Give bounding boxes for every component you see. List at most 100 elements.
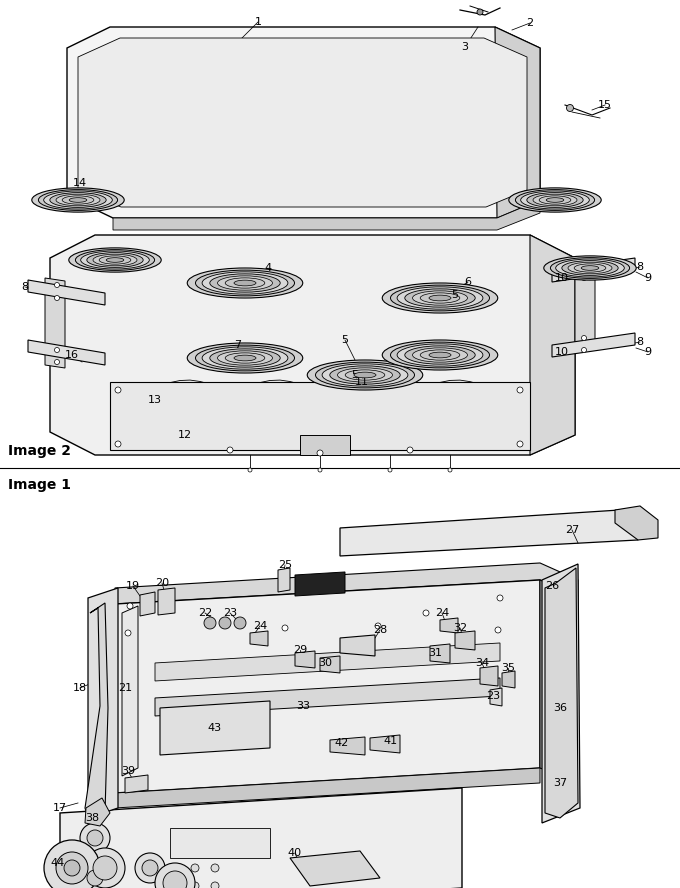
Circle shape <box>85 848 125 888</box>
Ellipse shape <box>390 342 490 368</box>
Polygon shape <box>552 258 635 282</box>
Circle shape <box>163 871 187 888</box>
Ellipse shape <box>337 368 392 382</box>
Circle shape <box>497 595 503 601</box>
Polygon shape <box>115 563 578 604</box>
Text: 7: 7 <box>235 340 241 350</box>
Circle shape <box>423 610 429 616</box>
Text: 32: 32 <box>453 623 467 633</box>
Ellipse shape <box>420 350 460 361</box>
Polygon shape <box>340 635 375 656</box>
Ellipse shape <box>397 344 483 366</box>
Text: 20: 20 <box>155 578 169 588</box>
Text: 25: 25 <box>278 560 292 570</box>
Polygon shape <box>495 27 540 218</box>
Circle shape <box>87 870 103 886</box>
Polygon shape <box>140 592 155 616</box>
Polygon shape <box>67 27 540 218</box>
Polygon shape <box>320 656 340 673</box>
Text: 31: 31 <box>428 648 442 658</box>
Polygon shape <box>552 333 635 357</box>
Circle shape <box>54 347 60 353</box>
Ellipse shape <box>93 254 137 266</box>
Ellipse shape <box>106 258 124 262</box>
Ellipse shape <box>413 348 468 362</box>
Circle shape <box>581 275 586 281</box>
Text: 5: 5 <box>452 290 458 300</box>
Ellipse shape <box>218 351 273 365</box>
Polygon shape <box>110 382 530 450</box>
Circle shape <box>80 823 110 853</box>
Ellipse shape <box>210 349 280 367</box>
Text: 19: 19 <box>126 581 140 591</box>
Polygon shape <box>480 666 498 686</box>
Polygon shape <box>85 603 108 818</box>
Ellipse shape <box>546 198 564 202</box>
Ellipse shape <box>568 262 612 274</box>
Polygon shape <box>60 788 462 888</box>
Ellipse shape <box>225 353 265 363</box>
Circle shape <box>80 863 110 888</box>
Ellipse shape <box>44 191 112 209</box>
Text: 14: 14 <box>73 178 87 188</box>
Text: 10: 10 <box>555 273 569 283</box>
Circle shape <box>211 864 219 872</box>
Polygon shape <box>615 506 658 540</box>
Polygon shape <box>122 606 138 776</box>
Ellipse shape <box>429 353 451 358</box>
Ellipse shape <box>509 188 601 212</box>
Ellipse shape <box>307 360 423 390</box>
Polygon shape <box>290 851 380 886</box>
Polygon shape <box>50 235 575 455</box>
Circle shape <box>87 830 103 846</box>
Circle shape <box>204 617 216 629</box>
Text: 9: 9 <box>645 273 651 283</box>
Ellipse shape <box>345 370 385 380</box>
Polygon shape <box>502 671 515 688</box>
Polygon shape <box>155 678 500 716</box>
Circle shape <box>388 468 392 472</box>
Text: Image 2: Image 2 <box>8 444 71 458</box>
Text: 16: 16 <box>65 350 79 360</box>
Text: 33: 33 <box>296 701 310 711</box>
Ellipse shape <box>187 343 303 373</box>
Text: 5: 5 <box>352 370 358 380</box>
Polygon shape <box>250 631 268 646</box>
Text: 2: 2 <box>526 18 534 28</box>
Text: 44: 44 <box>51 858 65 868</box>
Text: 37: 37 <box>553 778 567 788</box>
Polygon shape <box>45 278 65 368</box>
Text: 24: 24 <box>253 621 267 631</box>
Ellipse shape <box>196 345 294 371</box>
Ellipse shape <box>69 248 161 272</box>
Circle shape <box>211 882 219 888</box>
Circle shape <box>191 882 199 888</box>
Circle shape <box>171 882 179 888</box>
Ellipse shape <box>322 364 408 386</box>
Ellipse shape <box>62 196 94 204</box>
Ellipse shape <box>405 289 475 307</box>
Text: 1: 1 <box>254 17 262 27</box>
Polygon shape <box>575 260 595 350</box>
Circle shape <box>54 282 60 288</box>
Text: 8: 8 <box>636 337 643 347</box>
Polygon shape <box>300 435 350 455</box>
Circle shape <box>54 296 60 300</box>
Circle shape <box>375 623 381 629</box>
Circle shape <box>581 264 586 268</box>
Ellipse shape <box>429 295 451 301</box>
Text: 27: 27 <box>565 525 579 535</box>
Polygon shape <box>85 798 110 826</box>
Circle shape <box>64 860 80 876</box>
Circle shape <box>282 625 288 631</box>
Bar <box>170 828 270 858</box>
Text: 6: 6 <box>464 277 471 287</box>
Ellipse shape <box>550 258 630 279</box>
Ellipse shape <box>581 266 599 270</box>
Circle shape <box>191 864 199 872</box>
Ellipse shape <box>390 285 490 311</box>
Polygon shape <box>113 200 540 230</box>
Ellipse shape <box>234 355 256 361</box>
Ellipse shape <box>210 274 280 292</box>
Ellipse shape <box>405 345 475 364</box>
